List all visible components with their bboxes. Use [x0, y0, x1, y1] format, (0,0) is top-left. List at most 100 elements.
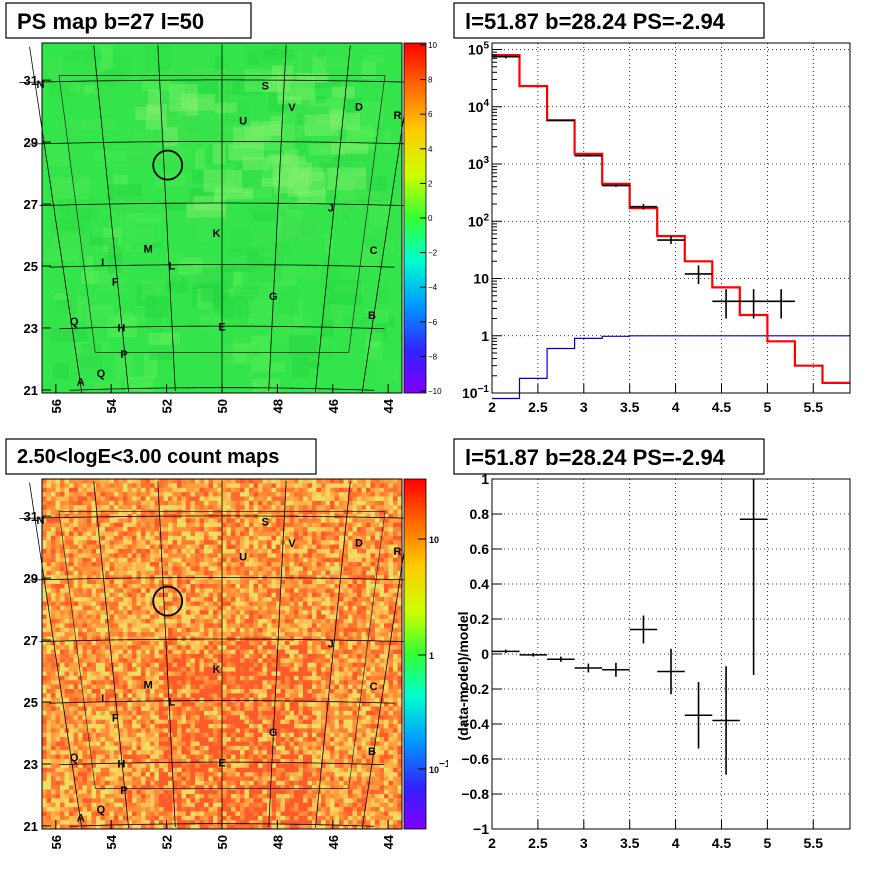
count-map-pixel	[226, 715, 232, 720]
count-map-pixel	[325, 654, 331, 659]
count-map-pixel	[222, 483, 227, 489]
count-map-pixel	[271, 588, 277, 594]
count-map-pixel	[330, 623, 335, 629]
count-map-pixel	[96, 619, 101, 624]
count-map-pixel	[172, 632, 178, 637]
count-map-pixel	[226, 557, 232, 563]
count-map-pixel	[343, 597, 349, 602]
count-map-pixel	[240, 680, 245, 685]
count-map-pixel	[127, 483, 133, 489]
count-map-pixel	[217, 715, 223, 720]
count-map-pixel	[226, 645, 232, 650]
count-map-pixel	[294, 540, 299, 545]
count-map-pixel	[55, 496, 61, 502]
count-map-pixel	[294, 671, 299, 677]
count-map-pixel	[393, 640, 398, 646]
count-map-pixel	[222, 514, 227, 519]
count-map-pixel	[217, 619, 223, 624]
count-map-pixel	[312, 496, 317, 502]
count-map-pixel	[100, 514, 106, 519]
count-map-pixel	[73, 667, 79, 672]
count-map-pixel	[46, 671, 52, 677]
count-map-pixel	[226, 706, 232, 712]
count-map-pixel	[240, 518, 245, 524]
count-map-pixel	[316, 689, 322, 694]
count-map-pixel	[199, 658, 205, 664]
count-map-pixel	[96, 706, 101, 712]
count-map-pixel	[168, 479, 173, 484]
count-map-pixel	[339, 479, 344, 484]
count-map-pixel	[42, 487, 47, 493]
count-map-pixel	[267, 522, 272, 528]
ps-map-patch	[361, 241, 379, 269]
count-map-pixel	[181, 640, 187, 646]
count-map-pixel	[298, 619, 304, 624]
count-map-pixel	[289, 715, 295, 720]
count-map-pixel	[352, 662, 358, 668]
count-map-pixel	[339, 553, 344, 559]
count-map-pixel	[240, 584, 245, 589]
count-map-pixel	[370, 584, 376, 589]
count-map-pixel	[55, 658, 61, 664]
count-map-pixel	[172, 544, 178, 550]
count-map-pixel	[177, 549, 182, 554]
count-map-pixel	[145, 675, 151, 681]
count-map-pixel	[271, 522, 277, 528]
count-map-pixel	[159, 710, 164, 716]
count-map-pixel	[393, 662, 398, 668]
count-map-pixel	[276, 719, 281, 725]
count-map-pixel	[46, 667, 52, 672]
count-map-pixel	[217, 689, 223, 694]
count-map-pixel	[294, 584, 299, 589]
count-map-pixel	[285, 522, 290, 528]
count-map-pixel	[118, 710, 124, 716]
count-map-pixel	[190, 719, 196, 725]
count-map-pixel	[384, 535, 389, 541]
count-map-pixel	[334, 496, 340, 502]
count-map-pixel	[213, 518, 218, 524]
count-map-pixel	[325, 680, 331, 685]
count-map-pixel	[316, 645, 322, 650]
count-map-pixel	[262, 531, 268, 537]
count-map-pixel	[280, 719, 286, 725]
count-map-pixel	[96, 509, 101, 515]
count-map-pixel	[258, 601, 263, 607]
count-map-pixel	[298, 570, 304, 576]
count-map-pixel	[51, 697, 56, 703]
count-map-pixel	[312, 636, 317, 642]
count-map-pixel	[253, 588, 259, 594]
count-map-pixel	[289, 605, 295, 611]
count-map-pixel	[339, 483, 344, 489]
count-map-pixel	[163, 483, 169, 489]
count-map-pixel	[168, 680, 173, 685]
count-map-plot: TNSVDRUJKMCILFGBQHEPQA 56545250484644312…	[19, 478, 425, 849]
count-map-pixel	[199, 605, 205, 611]
count-map-pixel	[397, 649, 403, 655]
count-map-pixel	[208, 662, 214, 668]
count-map-pixel	[105, 483, 110, 489]
count-map-pixel	[78, 675, 83, 681]
count-map-pixel	[352, 483, 358, 489]
count-map-pixel	[150, 667, 155, 672]
count-map-pixel	[258, 684, 263, 690]
count-map-pixel	[370, 610, 376, 615]
count-map-pixel	[294, 509, 299, 515]
count-map-pixel	[289, 627, 295, 633]
count-map-pixel	[303, 487, 308, 493]
count-map-pixel	[177, 684, 182, 690]
count-map-pixel	[114, 549, 119, 554]
count-map-pixel	[397, 544, 403, 550]
count-map-pixel	[51, 689, 56, 694]
count-map-pixel	[262, 549, 268, 554]
count-map-pixel	[190, 654, 196, 659]
count-map-pixel	[294, 535, 299, 541]
ps-map-bright-patch	[244, 125, 271, 142]
ps-map-patch	[204, 310, 214, 330]
ps-map-patch	[252, 378, 280, 392]
count-map-pixel	[240, 605, 245, 611]
count-map-pixel	[190, 584, 196, 589]
count-map-pixel	[307, 518, 313, 524]
count-map-pixel	[388, 706, 394, 712]
count-map-pixel	[87, 527, 92, 532]
count-map-pixel	[87, 702, 92, 707]
